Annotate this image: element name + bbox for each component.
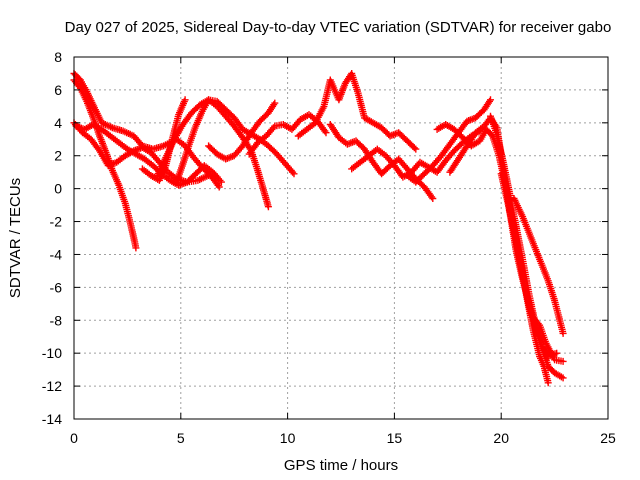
data-point	[553, 349, 561, 357]
x-tick-label: 20	[493, 430, 509, 446]
y-tick-label: -4	[50, 246, 63, 262]
x-tick-label: 10	[280, 430, 296, 446]
satellite-trace-2	[70, 76, 140, 252]
satellite-trace-3	[70, 119, 221, 186]
satellite-trace-10	[294, 70, 420, 153]
y-tick-label: -12	[42, 378, 62, 394]
data-point	[412, 145, 420, 153]
y-tick-label: 0	[54, 181, 62, 197]
data-point	[559, 374, 567, 382]
data-point	[132, 244, 140, 252]
x-axis-label: GPS time / hours	[284, 457, 398, 474]
y-axis-label: SDTVAR / TECUs	[7, 178, 24, 298]
data-point	[290, 170, 298, 178]
data-point	[559, 357, 567, 365]
data-point	[428, 193, 436, 201]
data-point	[271, 99, 279, 107]
plot-frame	[73, 56, 609, 420]
data-point	[264, 203, 272, 211]
data-point	[270, 101, 278, 109]
y-tick-labels: -14 -12 -10 -8 -6 -4 -2 0 2 4 6 8	[42, 49, 62, 427]
data-point	[215, 183, 223, 191]
data-point	[559, 329, 567, 337]
y-tick-label: -6	[50, 279, 63, 295]
data-point	[544, 379, 552, 387]
data-point	[487, 96, 494, 104]
satellite-trace-7	[173, 96, 298, 186]
chart-title: Day 027 of 2025, Sidereal Day-to-day VTE…	[65, 19, 612, 36]
x-tick-label: 25	[600, 430, 616, 446]
satellite-trace-4	[72, 121, 225, 189]
data-point	[181, 96, 189, 104]
y-tick-label: -10	[42, 345, 62, 361]
y-tick-label: -8	[50, 312, 63, 328]
y-tick-label: 4	[54, 115, 62, 131]
x-tick-label: 5	[177, 430, 185, 446]
y-tick-label: 8	[54, 49, 62, 65]
satellite-trace-9	[245, 111, 330, 158]
y-tick-label: 6	[54, 82, 62, 98]
satellite-trace-15	[446, 114, 561, 360]
x-tick-labels: 0 5 10 15 20 25	[70, 430, 616, 446]
satellite-trace-18	[510, 195, 567, 337]
data-point	[410, 144, 418, 152]
data-point	[217, 178, 225, 186]
y-tick-label: -2	[50, 214, 63, 230]
data-point	[486, 97, 493, 105]
axis-ticks	[73, 56, 609, 420]
data-point	[289, 168, 297, 176]
satellite-trace-17	[497, 170, 552, 387]
y-tick-label: -14	[42, 411, 62, 427]
y-tick-label: 2	[54, 148, 62, 164]
x-tick-label: 15	[387, 430, 403, 446]
satellite-trace-8	[205, 99, 279, 163]
data-series	[70, 70, 567, 387]
data-point	[322, 129, 330, 137]
data-point	[429, 195, 437, 202]
x-tick-label: 0	[70, 430, 78, 446]
